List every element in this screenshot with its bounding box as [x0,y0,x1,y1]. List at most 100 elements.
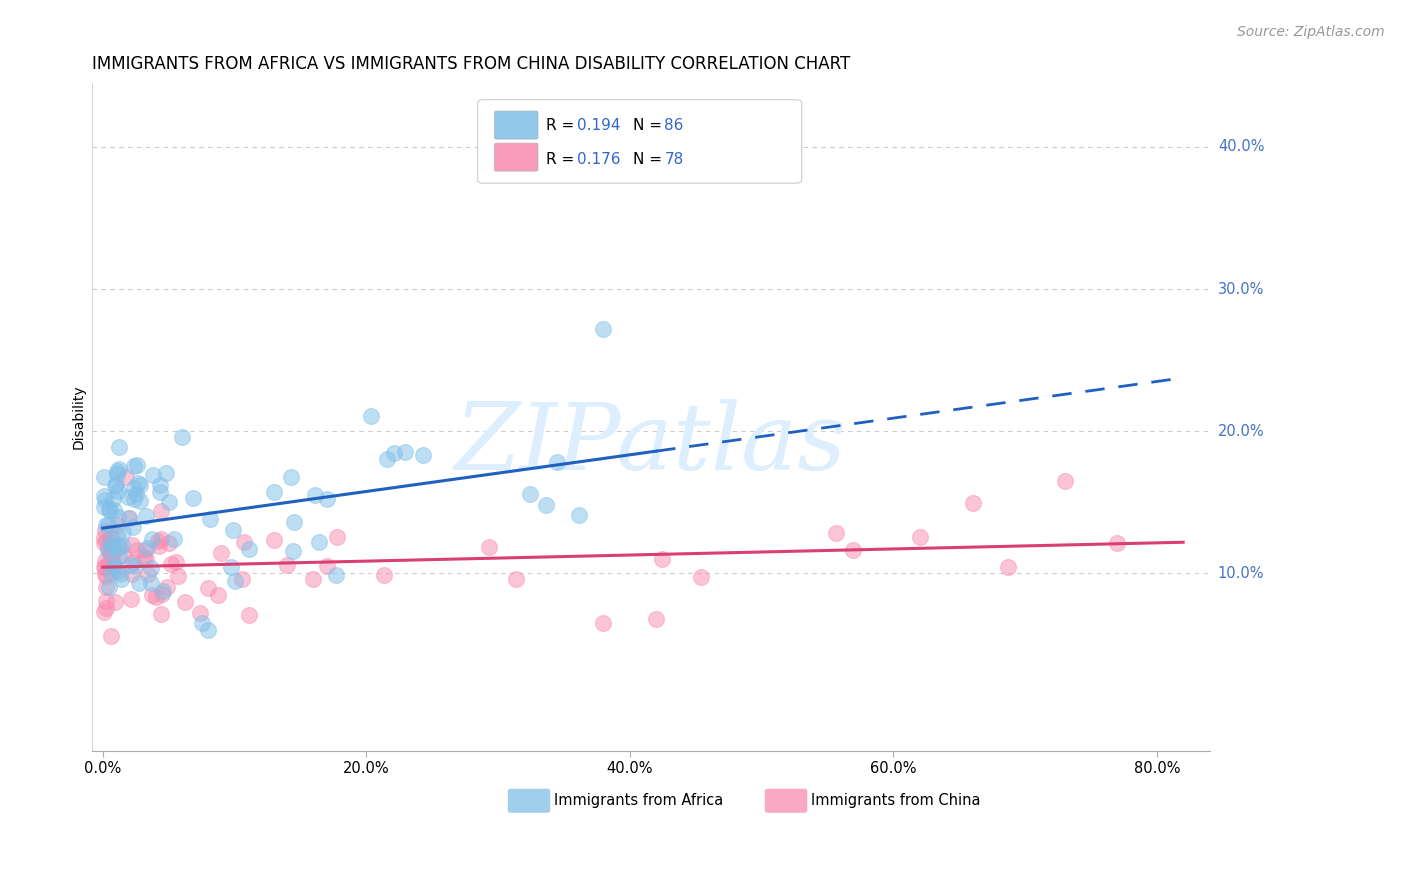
Point [93,560,115,574]
Point [100,539,122,553]
Point [152,584,174,599]
Point [190,615,212,630]
Point [174,595,197,609]
Point [97,557,120,571]
Text: R =: R = [546,153,579,168]
Text: N =: N = [633,118,666,133]
Point [150,607,173,622]
Point [127,542,149,557]
Point [110,538,132,552]
Point [93,535,115,549]
Point [124,458,146,473]
Point [100,535,122,549]
Point [163,533,186,547]
Point [118,511,141,525]
Point [219,560,242,574]
Point [93,531,115,545]
Point [651,552,673,566]
Point [519,486,541,500]
Point [93,561,115,575]
Point [149,533,172,547]
Point [689,570,711,584]
Point [841,543,863,558]
Point [93,489,115,503]
Text: 0.176: 0.176 [576,153,620,168]
Text: R =: R = [546,118,579,133]
Point [142,467,165,482]
Point [962,496,984,510]
Point [124,559,146,574]
Point [98,580,121,594]
Point [592,322,614,336]
Point [105,464,128,478]
Point [93,524,115,538]
Point [96,601,118,615]
Text: IMMIGRANTS FROM AFRICA VS IMMIGRANTS FROM CHINA DISABILITY CORRELATION CHART: IMMIGRANTS FROM AFRICA VS IMMIGRANTS FRO… [93,55,851,73]
Point [132,550,155,565]
Point [280,470,302,484]
Point [117,490,139,504]
Point [97,517,120,532]
Point [121,538,143,552]
Point [592,615,614,630]
Point [94,569,117,583]
Point [188,607,211,621]
FancyBboxPatch shape [765,789,807,813]
Point [908,530,931,544]
Point [129,478,152,492]
Point [124,487,146,501]
Point [478,541,501,555]
Point [103,502,125,516]
Point [100,629,122,643]
Text: Immigrants from China: Immigrants from China [811,793,980,808]
Point [110,540,132,554]
Point [122,481,145,495]
Point [315,492,337,507]
Point [98,504,121,518]
Point [375,451,398,466]
Point [98,545,121,559]
Point [197,581,219,595]
FancyBboxPatch shape [478,100,801,183]
Point [157,536,180,550]
Point [134,542,156,557]
Point [115,469,138,483]
Text: 20.0%: 20.0% [1218,424,1264,439]
Point [308,535,330,549]
Point [94,518,117,533]
Point [100,566,122,580]
Text: Source: ZipAtlas.com: Source: ZipAtlas.com [1237,25,1385,39]
Point [156,580,179,594]
Point [263,533,285,547]
Point [139,561,162,575]
Point [160,557,183,571]
Point [101,492,124,507]
Point [276,558,298,572]
Point [93,605,115,619]
Point [141,588,163,602]
Point [96,581,118,595]
Point [136,566,159,581]
FancyBboxPatch shape [495,143,538,171]
Point [100,547,122,561]
Point [105,476,128,491]
Point [148,539,170,553]
Point [127,475,149,490]
Point [96,533,118,548]
Point [233,535,256,549]
Point [302,572,325,586]
Point [263,485,285,500]
Point [149,485,172,500]
Point [94,566,117,581]
Point [157,495,180,509]
Point [103,558,125,573]
Point [104,478,127,492]
Point [231,572,253,586]
Point [118,558,141,573]
Y-axis label: Disability: Disability [72,384,86,450]
Point [101,548,124,562]
Point [107,539,129,553]
Point [105,527,128,541]
Point [824,525,846,540]
Point [129,493,152,508]
